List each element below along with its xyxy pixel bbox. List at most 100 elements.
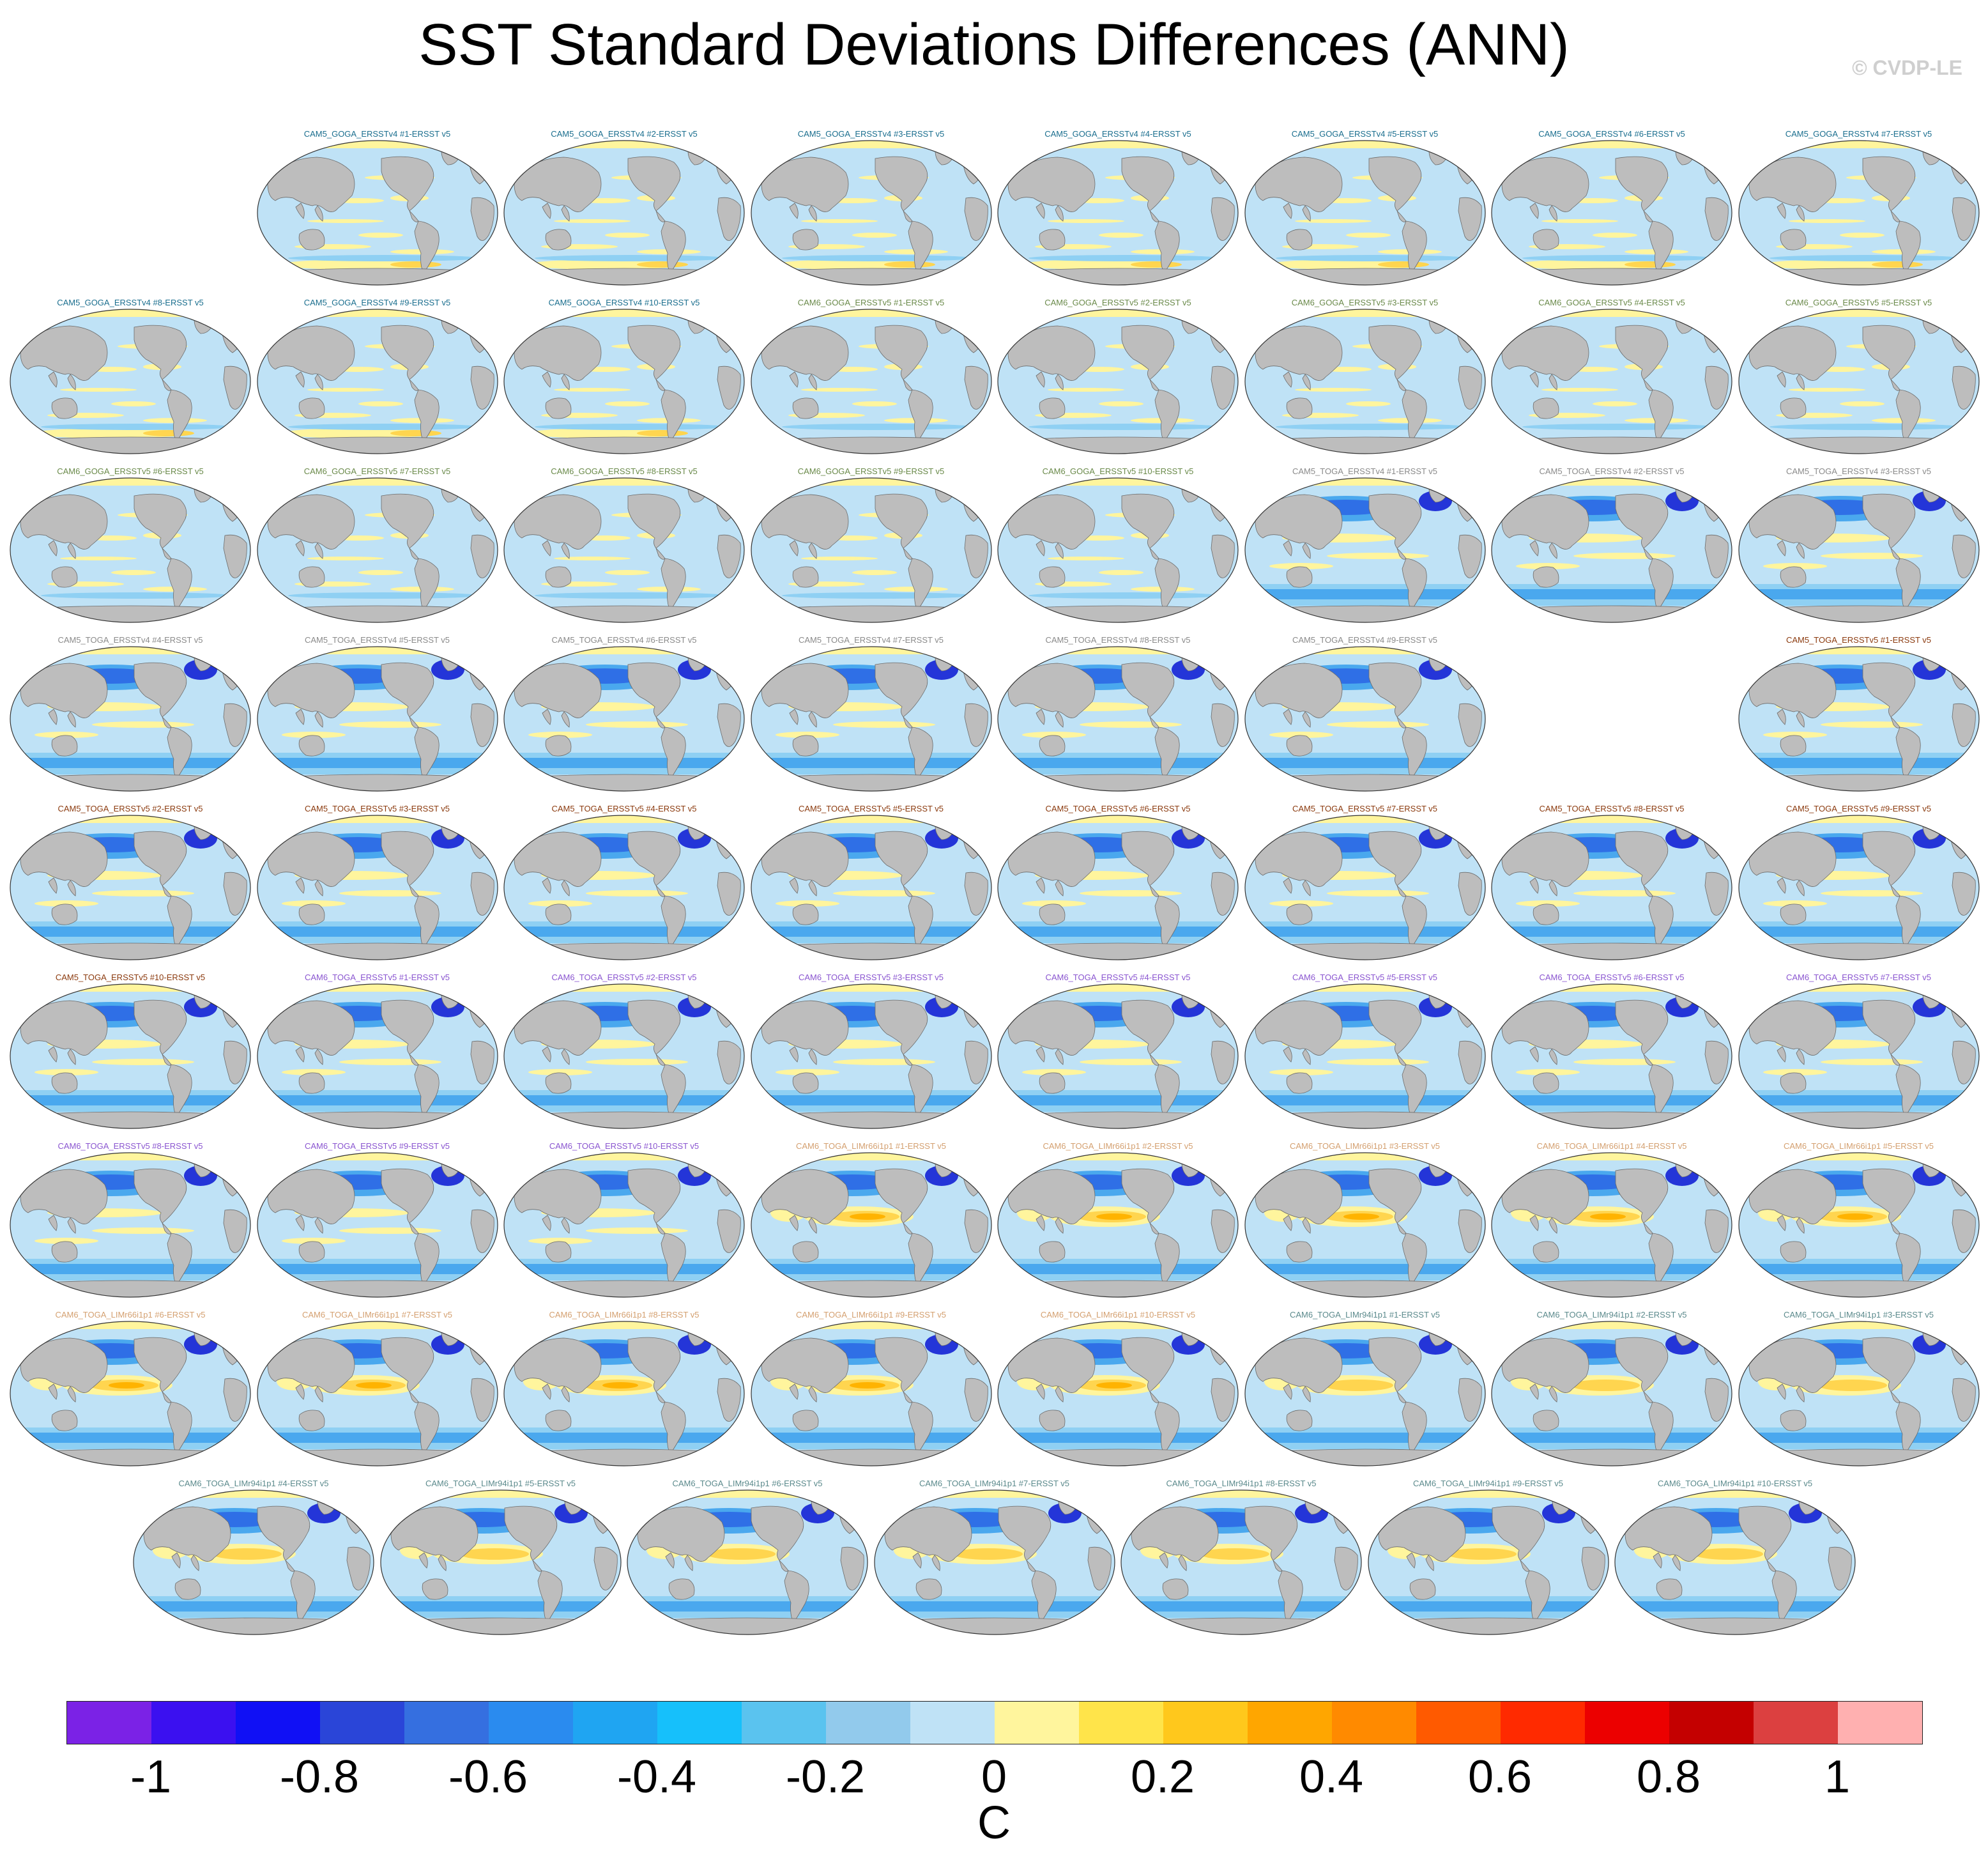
panel-title: CAM6_GOGA_ERSSTv5 #6-ERSST v5 (57, 466, 204, 476)
map-panel: CAM5_GOGA_ERSSTv4 #4-ERSST v5 (997, 129, 1239, 286)
panel-title: CAM5_TOGA_ERSSTv5 #4-ERSST v5 (551, 804, 697, 813)
panel-title: CAM6_TOGA_LIMr94i1p1 #8-ERSST v5 (1166, 1479, 1317, 1488)
panel-title: CAM5_TOGA_ERSSTv5 #7-ERSST v5 (1292, 804, 1438, 813)
map-panel: CAM5_GOGA_ERSSTv4 #1-ERSST v5 (256, 129, 499, 286)
sst-difference-map (10, 646, 251, 792)
sst-difference-map (133, 1489, 374, 1635)
sst-difference-map (1491, 1321, 1732, 1466)
sst-difference-map (1491, 309, 1732, 454)
sst-difference-map (750, 477, 992, 623)
map-panel: CAM5_TOGA_ERSSTv4 #7-ERSST v5 (750, 635, 993, 792)
sst-difference-map (503, 140, 745, 286)
map-panel: CAM6_TOGA_LIMr94i1p1 #7-ERSST v5 (873, 1479, 1116, 1636)
map-panel: CAM6_TOGA_LIMr94i1p1 #3-ERSST v5 (1738, 1310, 1980, 1467)
panel-title: CAM6_TOGA_ERSSTv5 #6-ERSST v5 (1539, 973, 1685, 982)
sst-difference-map (256, 477, 498, 623)
map-panel: CAM6_TOGA_LIMr94i1p1 #4-ERSST v5 (132, 1479, 375, 1636)
sst-difference-map (997, 983, 1239, 1129)
map-panel: CAM5_TOGA_ERSSTv5 #2-ERSST v5 (9, 804, 252, 961)
sst-difference-map (503, 477, 745, 623)
panel-title: CAM5_GOGA_ERSSTv4 #9-ERSST v5 (303, 298, 451, 307)
sst-difference-map (10, 983, 251, 1129)
map-panel: CAM6_TOGA_LIMr94i1p1 #2-ERSST v5 (1490, 1310, 1733, 1467)
map-panel: CAM6_TOGA_ERSSTv5 #4-ERSST v5 (997, 973, 1239, 1130)
map-panel: CAM6_GOGA_ERSSTv5 #7-ERSST v5 (256, 466, 499, 624)
panel-title: CAM5_TOGA_ERSSTv4 #4-ERSST v5 (57, 635, 203, 645)
map-panel: CAM5_TOGA_ERSSTv4 #1-ERSST v5 (1244, 466, 1487, 624)
panel-title: CAM6_TOGA_LIMr94i1p1 #3-ERSST v5 (1783, 1310, 1934, 1320)
sst-difference-map (997, 646, 1239, 792)
panel-title: CAM6_GOGA_ERSSTv5 #9-ERSST v5 (797, 466, 945, 476)
map-panel: CAM5_TOGA_ERSSTv4 #5-ERSST v5 (256, 635, 499, 792)
panel-title: CAM5_TOGA_ERSSTv4 #7-ERSST v5 (798, 635, 944, 645)
map-panel: CAM6_GOGA_ERSSTv5 #1-ERSST v5 (750, 298, 993, 455)
panel-title: CAM6_GOGA_ERSSTv5 #1-ERSST v5 (797, 298, 945, 307)
sst-difference-map (1244, 140, 1486, 286)
sst-difference-map (1367, 1489, 1609, 1635)
map-panel: CAM5_TOGA_ERSSTv5 #9-ERSST v5 (1738, 804, 1980, 961)
colorbar-box (1248, 1702, 1332, 1744)
panel-title: CAM6_GOGA_ERSSTv5 #8-ERSST v5 (551, 466, 698, 476)
map-panel: CAM6_TOGA_ERSSTv5 #9-ERSST v5 (256, 1141, 499, 1298)
panel-title: CAM5_GOGA_ERSSTv4 #3-ERSST v5 (797, 129, 945, 139)
sst-difference-map (10, 309, 251, 454)
sst-difference-map (750, 309, 992, 454)
colorbar-box (1669, 1702, 1754, 1744)
panel-title: CAM5_TOGA_ERSSTv5 #1-ERSST v5 (1785, 635, 1932, 645)
sst-difference-map (750, 1321, 992, 1466)
panel-title: CAM5_TOGA_ERSSTv5 #2-ERSST v5 (57, 804, 203, 813)
sst-difference-map (1738, 815, 1980, 960)
panel-title: CAM6_TOGA_LIMr66i1p1 #7-ERSST v5 (302, 1310, 453, 1320)
map-panel: CAM6_TOGA_LIMr66i1p1 #4-ERSST v5 (1490, 1141, 1733, 1298)
sst-difference-map (1491, 477, 1732, 623)
panel-title: CAM5_TOGA_ERSSTv4 #2-ERSST v5 (1539, 466, 1685, 476)
map-panel: CAM6_TOGA_ERSSTv5 #3-ERSST v5 (750, 973, 993, 1130)
sst-difference-map (627, 1489, 868, 1635)
map-panel: CAM5_TOGA_ERSSTv5 #8-ERSST v5 (1490, 804, 1733, 961)
map-panel: CAM6_TOGA_ERSSTv5 #10-ERSST v5 (503, 1141, 746, 1298)
sst-difference-map (1738, 477, 1980, 623)
colorbar-ticks: -1 -0.8 -0.6 -0.4 -0.2 0 0.2 0.4 0.6 0.8 1 (66, 1751, 1922, 1803)
colorbar-box (573, 1702, 657, 1744)
sst-difference-map (1244, 983, 1486, 1129)
map-panel: CAM5_TOGA_ERSSTv4 #9-ERSST v5 (1244, 635, 1487, 792)
panel-title: CAM6_TOGA_ERSSTv5 #1-ERSST v5 (304, 973, 450, 982)
panel-title: CAM6_TOGA_LIMr94i1p1 #4-ERSST v5 (178, 1479, 329, 1488)
sst-difference-map (256, 983, 498, 1129)
map-panel: CAM5_TOGA_ERSSTv4 #3-ERSST v5 (1738, 466, 1980, 624)
map-panel: CAM6_GOGA_ERSSTv5 #5-ERSST v5 (1738, 298, 1980, 455)
panel-title: CAM6_TOGA_ERSSTv5 #3-ERSST v5 (798, 973, 944, 982)
credit-watermark: © CVDP-LE (1852, 56, 1962, 79)
colorbar-box (1754, 1702, 1838, 1744)
panel-title: CAM5_TOGA_ERSSTv5 #10-ERSST v5 (55, 973, 206, 982)
panel-title: CAM6_TOGA_ERSSTv5 #9-ERSST v5 (304, 1141, 450, 1151)
map-panel: CAM6_TOGA_LIMr94i1p1 #8-ERSST v5 (1120, 1479, 1363, 1636)
map-panel: CAM5_TOGA_ERSSTv4 #6-ERSST v5 (503, 635, 746, 792)
panel-title: CAM6_GOGA_ERSSTv5 #3-ERSST v5 (1291, 298, 1439, 307)
colorbar-tick-label: 1 (1824, 1751, 1851, 1803)
colorbar-box (995, 1702, 1079, 1744)
sst-difference-map (1244, 309, 1486, 454)
sst-difference-map (1614, 1489, 1856, 1635)
panel-title: CAM6_TOGA_ERSSTv5 #7-ERSST v5 (1785, 973, 1932, 982)
panel-title: CAM5_TOGA_ERSSTv5 #5-ERSST v5 (798, 804, 944, 813)
map-panel: CAM6_GOGA_ERSSTv5 #6-ERSST v5 (9, 466, 252, 624)
sst-difference-map (997, 477, 1239, 623)
colorbar-tick-label: -1 (130, 1751, 172, 1803)
panel-title: CAM6_TOGA_LIMr94i1p1 #10-ERSST v5 (1657, 1479, 1813, 1488)
colorbar-box (826, 1702, 910, 1744)
panel-title: CAM5_TOGA_ERSSTv4 #6-ERSST v5 (551, 635, 697, 645)
colorbar-box (489, 1702, 573, 1744)
map-panel: CAM6_TOGA_LIMr66i1p1 #3-ERSST v5 (1244, 1141, 1487, 1298)
colorbar (66, 1701, 1923, 1744)
panel-title: CAM6_GOGA_ERSSTv5 #2-ERSST v5 (1044, 298, 1191, 307)
map-panel: CAM6_GOGA_ERSSTv5 #2-ERSST v5 (997, 298, 1239, 455)
panel-title: CAM6_TOGA_ERSSTv5 #8-ERSST v5 (57, 1141, 203, 1151)
colorbar-box (320, 1702, 404, 1744)
panel-title: CAM5_GOGA_ERSSTv4 #4-ERSST v5 (1044, 129, 1191, 139)
colorbar-box (1585, 1702, 1669, 1744)
panel-title: CAM6_TOGA_LIMr66i1p1 #9-ERSST v5 (795, 1310, 947, 1320)
colorbar-tick-label: 0.6 (1467, 1751, 1533, 1803)
panel-title: CAM6_TOGA_LIMr66i1p1 #1-ERSST v5 (795, 1141, 947, 1151)
panel-title: CAM5_GOGA_ERSSTv4 #5-ERSST v5 (1291, 129, 1439, 139)
